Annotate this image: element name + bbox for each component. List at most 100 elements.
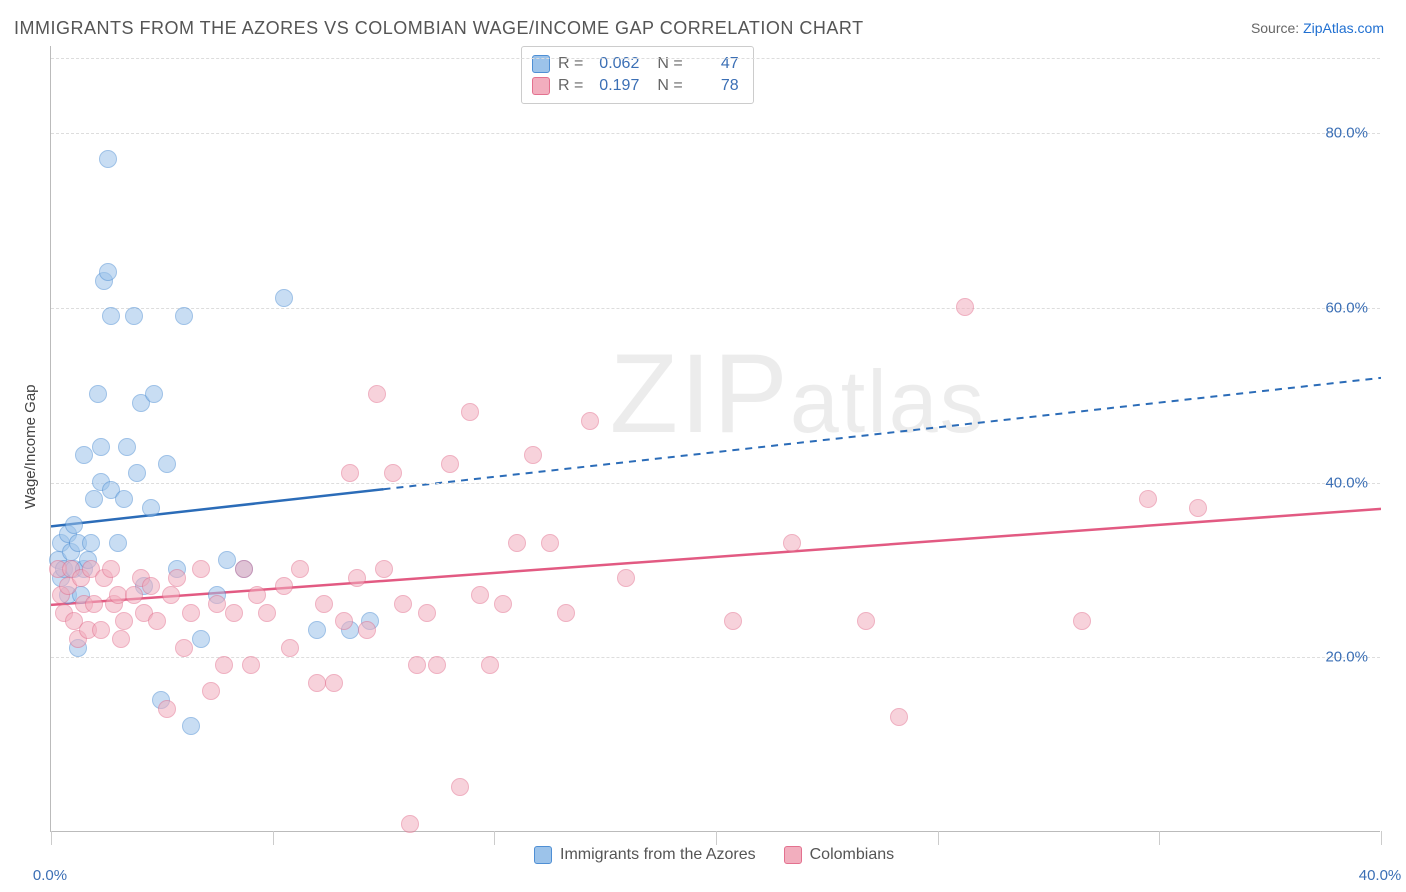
data-point [401, 815, 419, 833]
data-point [225, 604, 243, 622]
legend-n-label: N = [657, 53, 682, 75]
x-tick [51, 831, 52, 845]
source-link[interactable]: ZipAtlas.com [1303, 20, 1384, 36]
data-point [242, 656, 260, 674]
x-tick [494, 831, 495, 845]
data-point [115, 490, 133, 508]
data-point [524, 446, 542, 464]
x-tick [1381, 831, 1382, 845]
data-point [158, 700, 176, 718]
legend-series: Immigrants from the AzoresColombians [534, 846, 894, 864]
data-point [494, 595, 512, 613]
y-tick-label: 20.0% [1325, 649, 1368, 666]
data-point [192, 630, 210, 648]
legend-series-label: Immigrants from the Azores [560, 846, 756, 864]
data-point [724, 612, 742, 630]
data-point [890, 708, 908, 726]
y-tick-label: 40.0% [1325, 474, 1368, 491]
data-point [102, 560, 120, 578]
legend-stat-row: R = 0.062 N = 47 [532, 53, 739, 75]
data-point [325, 674, 343, 692]
legend-swatch [534, 846, 552, 864]
gridline [51, 133, 1380, 134]
data-point [109, 534, 127, 552]
x-tick [1159, 831, 1160, 845]
data-point [857, 612, 875, 630]
data-point [1073, 612, 1091, 630]
data-point [394, 595, 412, 613]
data-point [956, 298, 974, 316]
data-point [461, 403, 479, 421]
data-point [118, 438, 136, 456]
data-point [335, 612, 353, 630]
data-point [115, 612, 133, 630]
data-point [99, 263, 117, 281]
data-point [248, 586, 266, 604]
x-tick-label: 0.0% [33, 867, 67, 884]
trend-lines [51, 46, 1381, 832]
legend-n-value: 47 [691, 53, 739, 75]
source-prefix: Source: [1251, 20, 1303, 36]
data-point [375, 560, 393, 578]
data-point [202, 682, 220, 700]
data-point [308, 674, 326, 692]
legend-r-label: R = [558, 75, 583, 97]
x-tick [938, 831, 939, 845]
data-point [481, 656, 499, 674]
data-point [175, 307, 193, 325]
legend-r-value: 0.062 [591, 53, 639, 75]
data-point [368, 385, 386, 403]
data-point [275, 289, 293, 307]
y-tick-label: 60.0% [1325, 300, 1368, 317]
data-point [182, 717, 200, 735]
data-point [235, 560, 253, 578]
gridline [51, 308, 1380, 309]
y-tick-label: 80.0% [1325, 125, 1368, 142]
data-point [557, 604, 575, 622]
data-point [82, 534, 100, 552]
scatter-plot: ZIPatlas R =0.062N =47R =0.197N =78 20.0… [50, 46, 1380, 832]
data-point [218, 551, 236, 569]
data-point [112, 630, 130, 648]
data-point [451, 778, 469, 796]
data-point [441, 455, 459, 473]
data-point [85, 595, 103, 613]
data-point [1189, 499, 1207, 517]
data-point [341, 464, 359, 482]
data-point [75, 446, 93, 464]
data-point [215, 656, 233, 674]
data-point [162, 586, 180, 604]
gridline [51, 58, 1380, 59]
data-point [65, 516, 83, 534]
data-point [148, 612, 166, 630]
legend-swatch [532, 77, 550, 95]
data-point [281, 639, 299, 657]
data-point [145, 385, 163, 403]
data-point [109, 586, 127, 604]
data-point [348, 569, 366, 587]
data-point [418, 604, 436, 622]
data-point [275, 577, 293, 595]
legend-r-label: R = [558, 53, 583, 75]
data-point [125, 586, 143, 604]
data-point [1139, 490, 1157, 508]
legend-stat-row: R =0.197N =78 [532, 75, 739, 97]
data-point [92, 438, 110, 456]
data-point [315, 595, 333, 613]
data-point [617, 569, 635, 587]
gridline [51, 483, 1380, 484]
x-tick-label: 40.0% [1359, 867, 1402, 884]
data-point [125, 307, 143, 325]
data-point [168, 569, 186, 587]
data-point [408, 656, 426, 674]
data-point [291, 560, 309, 578]
data-point [428, 656, 446, 674]
data-point [783, 534, 801, 552]
data-point [208, 595, 226, 613]
data-point [142, 499, 160, 517]
data-point [358, 621, 376, 639]
x-tick [716, 831, 717, 845]
data-point [182, 604, 200, 622]
legend-stats: R =0.062N =47R =0.197N =78 [521, 46, 754, 104]
legend-r-value: 0.197 [591, 75, 639, 97]
